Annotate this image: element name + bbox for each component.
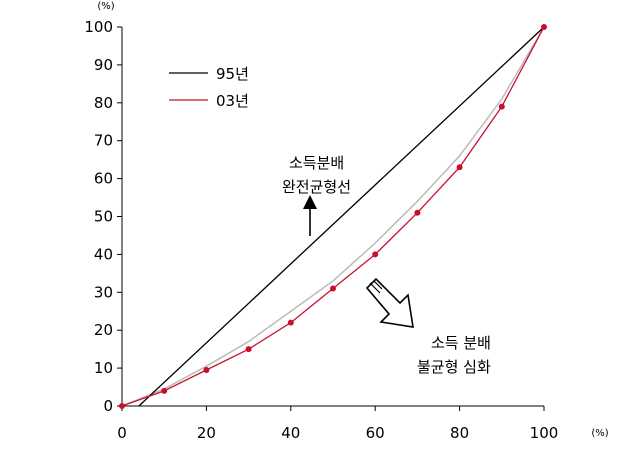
legend-label-03: 03년 [216,92,249,110]
data-point [287,319,294,326]
data-point [161,387,168,394]
data-point [330,285,336,292]
x-axis-ticks: 0 20 40 60 80 100 [117,406,558,442]
y-tick-label: 80 [94,94,113,112]
data-point [372,251,379,258]
data-point [456,164,463,171]
background-curve-layer [121,26,545,407]
legend-label-95: 95년 [216,65,249,83]
annotation-inequality-line1: 소득 분배 [431,334,491,352]
x-tick-label: 40 [281,424,300,442]
annotation-equality-line1: 소득분배 [289,154,344,172]
series-line [138,26,545,407]
annotation-inequality-line2: 불균형 심화 [417,358,491,376]
x-tick-label: 100 [530,424,559,442]
series-0 [138,26,545,407]
background-curve-line [121,26,545,407]
y-axis-unit: (%) [97,1,114,12]
y-tick-label: 50 [94,208,113,226]
data-point [414,209,421,216]
series-1 [119,24,547,409]
y-tick-label: 70 [94,132,113,150]
annotation-inequality: 소득 분배 불균형 심화 [365,277,491,376]
y-tick-label: 40 [94,245,113,263]
x-tick-label: 0 [117,424,127,442]
y-tick-label: 0 [103,397,113,415]
series-layer [119,24,547,409]
hollow-arrow-down-right-icon [365,277,414,328]
annotation-equality-line2: 완전균형선 [282,178,351,196]
y-tick-label: 20 [94,321,113,339]
x-tick-label: 20 [197,424,216,442]
y-tick-label: 100 [84,18,113,36]
annotation-equality: 소득분배 완전균형선 [282,154,351,236]
y-tick-label: 10 [94,359,113,377]
data-point [541,24,547,30]
y-tick-label: 60 [94,170,113,188]
data-point [203,366,210,373]
data-point [245,346,252,353]
x-axis-unit: (%) [591,428,608,439]
x-tick-label: 80 [450,424,469,442]
data-point [498,103,505,110]
y-tick-label: 90 [94,56,113,74]
y-tick-label: 30 [94,283,113,301]
y-axis-ticks: 0 10 20 30 40 50 60 70 80 90 100 [84,18,122,415]
legend: 95년 03년 [169,65,249,110]
data-point [119,403,125,409]
arrow-up-icon [303,195,317,236]
x-tick-label: 60 [366,424,385,442]
